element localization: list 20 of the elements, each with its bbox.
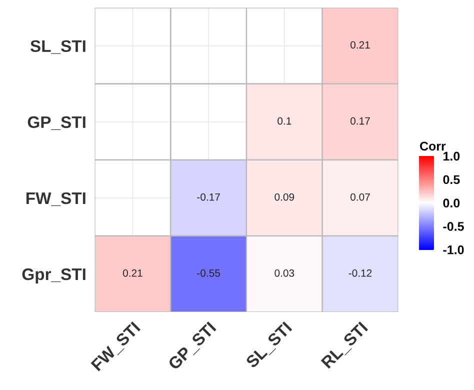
- data-label: 0.21: [122, 269, 142, 277]
- data-label: -0.17: [197, 193, 220, 201]
- data-label: 0.21: [350, 41, 370, 49]
- data-label: 0.17: [350, 117, 370, 125]
- y-tick-label: FW_STI: [26, 192, 86, 206]
- data-label: 0.03: [274, 269, 294, 277]
- color-bar-label: 0.5: [443, 175, 460, 184]
- color-bar-label: 1.0: [444, 152, 460, 161]
- data-label: 0.09: [274, 193, 294, 201]
- data-label: -0.55: [197, 269, 220, 277]
- data-label: 0.07: [350, 193, 370, 201]
- color-bar-label: 0.0: [443, 198, 460, 208]
- data-label: 0.1: [278, 117, 292, 125]
- color-bar-label: -1.0: [443, 245, 464, 254]
- y-tick-label: Gpr_STI: [22, 268, 86, 284]
- y-tick-label: GP_STI: [28, 116, 86, 130]
- y-tick-label: SL_STI: [30, 40, 86, 54]
- color-bar-title: Corr: [420, 142, 446, 151]
- data-label: -0.12: [348, 269, 372, 277]
- color-bar-label: -0.5: [443, 222, 464, 231]
